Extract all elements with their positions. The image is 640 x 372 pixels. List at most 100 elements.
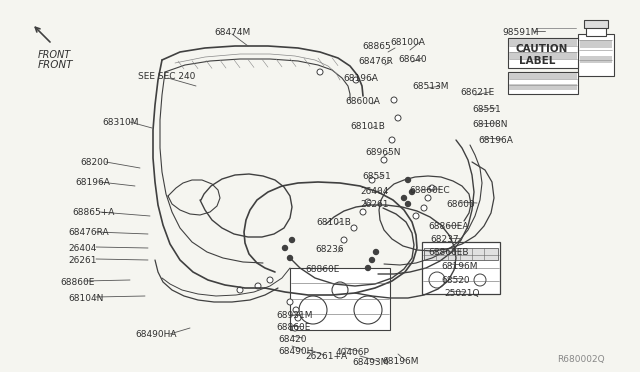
- Text: FRONT: FRONT: [38, 60, 74, 70]
- Bar: [290, 268, 390, 330]
- Text: 68493M: 68493M: [352, 358, 388, 367]
- Bar: [509, 52, 577, 59]
- Text: 68551: 68551: [472, 105, 500, 114]
- Text: 68931M: 68931M: [276, 311, 312, 320]
- Bar: [509, 39, 577, 46]
- Circle shape: [237, 287, 243, 293]
- Bar: [580, 40, 612, 48]
- Text: 68420: 68420: [278, 335, 307, 344]
- Circle shape: [374, 250, 378, 254]
- Circle shape: [365, 266, 371, 270]
- Text: 68860E: 68860E: [276, 323, 310, 332]
- Circle shape: [282, 246, 287, 250]
- Bar: [509, 73, 577, 79]
- Text: 68108N: 68108N: [472, 120, 508, 129]
- Circle shape: [295, 315, 301, 321]
- Bar: [508, 72, 578, 94]
- Text: 68310M: 68310M: [102, 118, 138, 127]
- Circle shape: [292, 325, 298, 331]
- Text: 68196A: 68196A: [343, 74, 378, 83]
- Text: 68196M: 68196M: [441, 262, 477, 271]
- Circle shape: [287, 299, 293, 305]
- Circle shape: [289, 237, 294, 243]
- Circle shape: [381, 157, 387, 163]
- Circle shape: [353, 77, 359, 83]
- Circle shape: [425, 195, 431, 201]
- Bar: [508, 38, 578, 68]
- Text: 68860E: 68860E: [60, 278, 94, 287]
- Circle shape: [341, 237, 347, 243]
- Circle shape: [401, 196, 406, 201]
- Text: 68600: 68600: [446, 200, 475, 209]
- Text: 68490H: 68490H: [278, 347, 314, 356]
- Text: SEE SEC 240: SEE SEC 240: [138, 72, 195, 81]
- Circle shape: [255, 283, 261, 289]
- Circle shape: [360, 209, 366, 215]
- Text: 68490HA: 68490HA: [135, 330, 177, 339]
- Text: 26261+A: 26261+A: [305, 352, 347, 361]
- Circle shape: [287, 256, 292, 260]
- Circle shape: [369, 257, 374, 263]
- Text: 68860EA: 68860EA: [428, 222, 468, 231]
- Text: 26404: 26404: [360, 187, 388, 196]
- Text: 68196A: 68196A: [478, 136, 513, 145]
- Text: LABEL: LABEL: [519, 56, 556, 66]
- Circle shape: [293, 307, 299, 313]
- Text: 68865+A: 68865+A: [72, 208, 115, 217]
- Bar: [584, 20, 608, 28]
- Circle shape: [429, 185, 435, 191]
- Text: 68476R: 68476R: [358, 57, 393, 66]
- Circle shape: [474, 274, 486, 286]
- Circle shape: [351, 225, 357, 231]
- Text: 68860EB: 68860EB: [428, 248, 468, 257]
- Circle shape: [389, 137, 395, 143]
- Text: 98591M: 98591M: [502, 28, 538, 37]
- Bar: [580, 56, 612, 63]
- Text: 68474M: 68474M: [214, 28, 250, 37]
- Text: 40406P: 40406P: [336, 348, 370, 357]
- Bar: [422, 242, 500, 294]
- Text: 68520: 68520: [441, 276, 470, 285]
- Text: 68513M: 68513M: [412, 82, 449, 91]
- Circle shape: [354, 296, 382, 324]
- Circle shape: [317, 69, 323, 75]
- Circle shape: [332, 282, 348, 298]
- Text: 26261: 26261: [360, 200, 388, 209]
- Circle shape: [391, 97, 397, 103]
- Text: 68200: 68200: [80, 158, 109, 167]
- Text: 68551: 68551: [362, 172, 391, 181]
- Text: 68101B: 68101B: [316, 218, 351, 227]
- Text: 68965N: 68965N: [365, 148, 401, 157]
- Circle shape: [299, 296, 327, 324]
- Text: 68860EC: 68860EC: [409, 186, 450, 195]
- Text: 68104N: 68104N: [68, 294, 104, 303]
- Text: 68101B: 68101B: [350, 122, 385, 131]
- Circle shape: [421, 205, 427, 211]
- Circle shape: [406, 202, 410, 206]
- Text: 26261: 26261: [68, 256, 97, 265]
- Text: 68621E: 68621E: [460, 88, 494, 97]
- Text: 25021Q: 25021Q: [444, 289, 479, 298]
- Text: 68196A: 68196A: [75, 178, 110, 187]
- Text: 68640: 68640: [398, 55, 427, 64]
- Text: 68237: 68237: [430, 235, 459, 244]
- Text: 68100A: 68100A: [390, 38, 425, 47]
- Text: FRONT: FRONT: [38, 50, 71, 60]
- Bar: [586, 26, 606, 36]
- Circle shape: [406, 177, 410, 183]
- Text: 68600A: 68600A: [345, 97, 380, 106]
- Circle shape: [429, 272, 445, 288]
- Text: CAUTION: CAUTION: [516, 44, 568, 54]
- Circle shape: [413, 213, 419, 219]
- Circle shape: [267, 277, 273, 283]
- Bar: [578, 34, 614, 76]
- Circle shape: [410, 189, 415, 195]
- Text: 68196M: 68196M: [382, 357, 419, 366]
- Text: R680002Q: R680002Q: [557, 355, 605, 364]
- Text: 26404: 26404: [68, 244, 97, 253]
- Text: 68236: 68236: [315, 245, 344, 254]
- Bar: [424, 248, 498, 260]
- Circle shape: [395, 115, 401, 121]
- Circle shape: [365, 199, 371, 205]
- Text: 68476RA: 68476RA: [68, 228, 109, 237]
